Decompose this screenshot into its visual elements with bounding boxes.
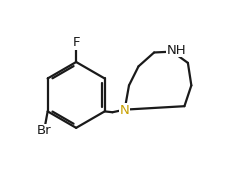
Text: F: F [72,36,79,49]
Text: Br: Br [37,124,51,137]
Text: NH: NH [166,44,186,57]
Text: N: N [119,104,129,117]
